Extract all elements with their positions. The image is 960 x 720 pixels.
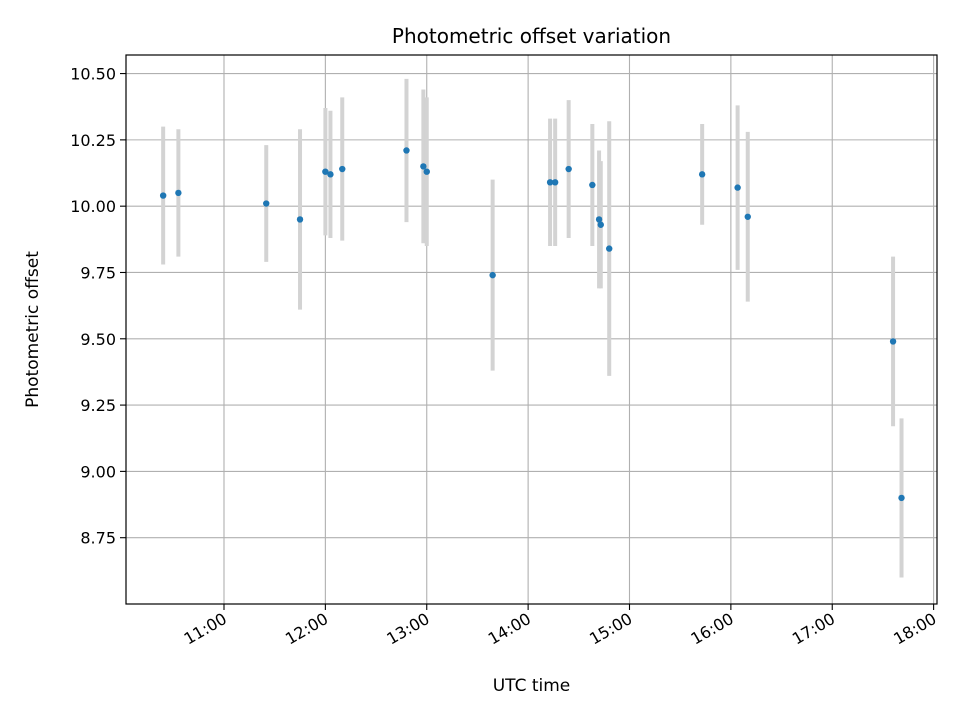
x-axis-label: UTC time — [493, 676, 571, 696]
data-point — [597, 221, 604, 228]
data-point — [420, 163, 427, 170]
data-point — [589, 181, 596, 189]
y-tick-label: 8.75 — [80, 529, 116, 548]
data-point — [489, 271, 496, 279]
plot-frame — [125, 54, 938, 605]
data-point — [889, 338, 897, 345]
data-point — [551, 179, 559, 186]
y-tick-label: 9.50 — [80, 330, 116, 349]
y-tick-label: 10.00 — [70, 197, 116, 216]
data-point — [565, 165, 572, 173]
data-point — [734, 184, 741, 191]
data-point — [606, 245, 613, 252]
data-point — [327, 171, 334, 178]
data-point — [744, 213, 751, 220]
data-point — [595, 216, 603, 223]
y-tick-label: 10.25 — [70, 131, 116, 150]
data-point — [546, 179, 554, 186]
y-tick-label: 10.50 — [70, 65, 116, 84]
data-points — [159, 147, 905, 502]
data-point — [898, 494, 905, 502]
data-point — [403, 147, 410, 154]
data-point — [339, 165, 346, 173]
y-tick-label: 9.25 — [80, 396, 116, 415]
data-point — [159, 192, 167, 199]
data-point — [296, 216, 304, 223]
data-point — [175, 189, 182, 197]
data-point — [263, 200, 270, 207]
chart-title: Photometric offset variation — [392, 24, 671, 48]
data-point — [698, 171, 706, 178]
data-point — [423, 168, 430, 175]
y-tick-label: 9.00 — [80, 462, 116, 481]
data-point — [322, 168, 329, 175]
grid — [126, 55, 937, 604]
y-tick-label: 9.75 — [80, 263, 116, 282]
y-axis-label: Photometric offset — [23, 251, 43, 408]
